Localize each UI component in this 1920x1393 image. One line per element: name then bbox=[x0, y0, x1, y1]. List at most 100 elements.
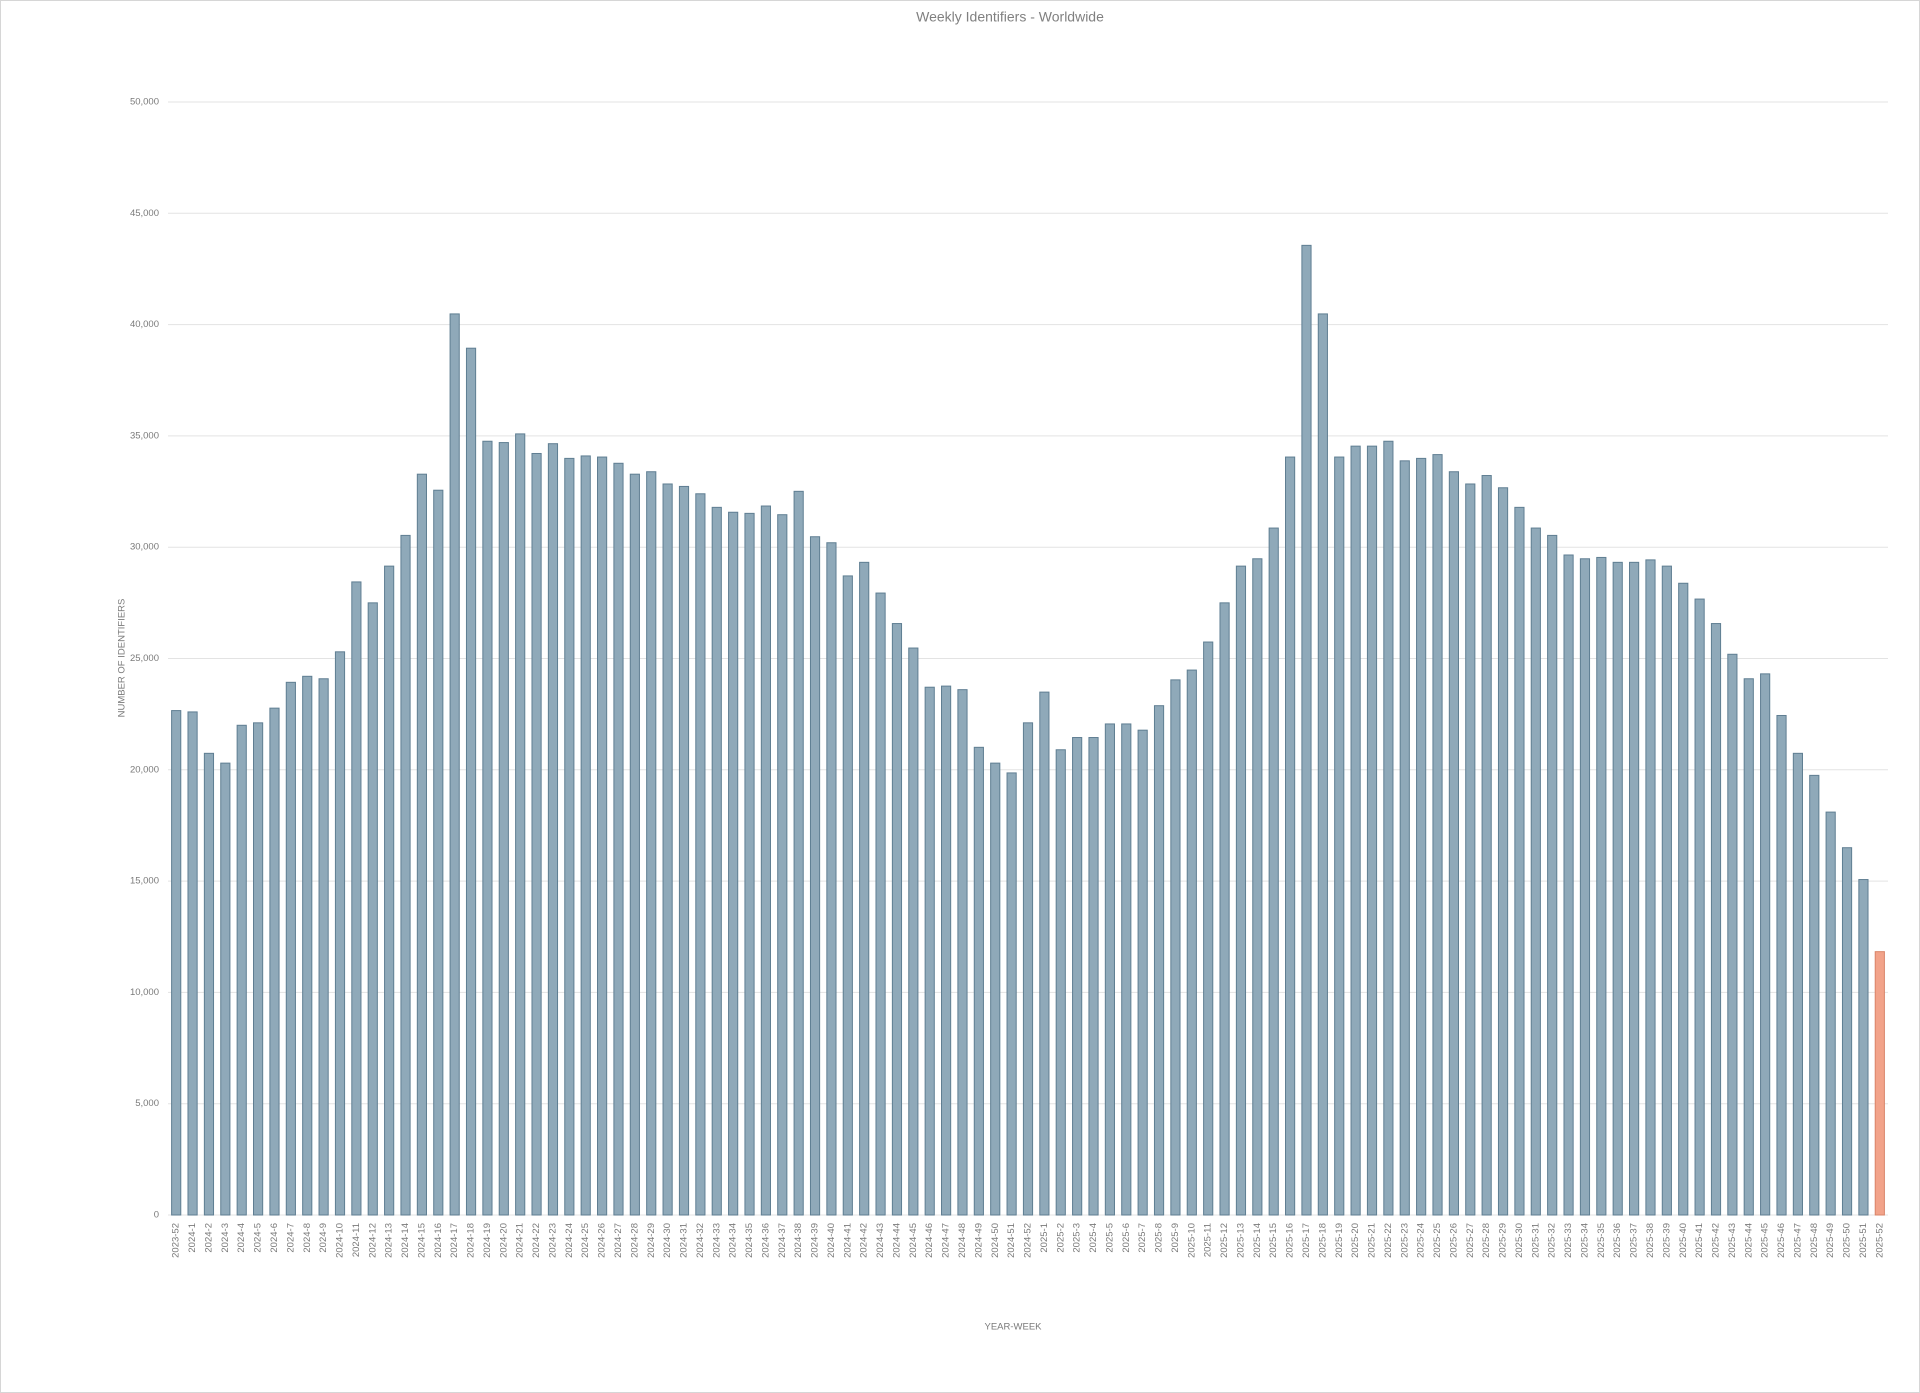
bar bbox=[1055, 749, 1066, 1216]
bar bbox=[400, 534, 411, 1216]
x-tick-label: 2025-25 bbox=[1432, 1223, 1443, 1258]
x-tick-label: 2024-13 bbox=[384, 1223, 395, 1258]
x-tick-label: 2025-48 bbox=[1809, 1223, 1820, 1258]
x-tick-label: 2025-17 bbox=[1301, 1223, 1312, 1258]
bar bbox=[1268, 527, 1279, 1216]
bar bbox=[957, 689, 968, 1216]
bar bbox=[1448, 471, 1459, 1216]
x-tick-label: 2025-30 bbox=[1514, 1223, 1525, 1258]
bar bbox=[1022, 722, 1034, 1216]
x-tick-label: 2025-15 bbox=[1268, 1223, 1279, 1258]
bar bbox=[580, 455, 591, 1216]
x-tick-label: 2024-36 bbox=[760, 1223, 771, 1258]
x-tick-label: 2023-52 bbox=[171, 1223, 182, 1258]
x-tick-label: 2024-28 bbox=[629, 1223, 640, 1258]
bar bbox=[793, 490, 804, 1216]
bar bbox=[433, 489, 444, 1216]
bar bbox=[908, 647, 919, 1216]
y-tick-label: 50,000 bbox=[130, 97, 159, 108]
bar bbox=[1235, 565, 1247, 1216]
y-tick-label: 5,000 bbox=[135, 1098, 159, 1109]
bar bbox=[1743, 678, 1754, 1216]
x-tick-label: 2025-34 bbox=[1579, 1223, 1590, 1258]
x-tick-label: 2025-2 bbox=[1055, 1223, 1066, 1253]
x-tick-label: 2025-14 bbox=[1252, 1223, 1263, 1258]
bar bbox=[1776, 714, 1787, 1216]
bar bbox=[465, 347, 477, 1216]
bar bbox=[826, 542, 837, 1216]
x-axis-label: YEAR-WEEK bbox=[984, 1322, 1042, 1333]
bar bbox=[1727, 653, 1738, 1216]
x-tick-label: 2025-13 bbox=[1235, 1223, 1246, 1258]
bar bbox=[253, 722, 264, 1216]
bar bbox=[1547, 534, 1558, 1216]
x-tick-label: 2024-38 bbox=[793, 1223, 804, 1258]
bar bbox=[1334, 456, 1345, 1216]
x-tick-label: 2025-24 bbox=[1416, 1223, 1427, 1258]
x-tick-label: 2025-46 bbox=[1776, 1223, 1787, 1258]
bar bbox=[302, 675, 313, 1216]
bar bbox=[1497, 487, 1509, 1216]
x-tick-label: 2024-8 bbox=[302, 1223, 313, 1253]
x-tick-label: 2024-25 bbox=[580, 1223, 591, 1258]
x-tick-label: 2025-36 bbox=[1612, 1223, 1623, 1258]
x-tick-label: 2025-43 bbox=[1727, 1223, 1738, 1258]
bar bbox=[449, 313, 460, 1216]
bar bbox=[1219, 602, 1230, 1216]
x-tick-label: 2025-35 bbox=[1596, 1223, 1607, 1258]
x-tick-label: 2025-47 bbox=[1792, 1223, 1803, 1258]
bar bbox=[1416, 457, 1427, 1216]
y-axis-label: NUMBER OF IDENTIFIERS bbox=[117, 599, 128, 718]
bar bbox=[384, 565, 395, 1216]
x-tick-label: 2024-20 bbox=[498, 1223, 509, 1258]
bar bbox=[1629, 561, 1640, 1216]
bar bbox=[728, 511, 739, 1216]
bar bbox=[351, 581, 362, 1216]
x-tick-label: 2025-26 bbox=[1448, 1223, 1459, 1258]
bar bbox=[1366, 445, 1378, 1216]
bar bbox=[1481, 475, 1492, 1216]
x-tick-label: 2024-41 bbox=[842, 1223, 853, 1258]
bar bbox=[1841, 847, 1853, 1216]
bar bbox=[1563, 554, 1574, 1216]
x-tick-label: 2024-47 bbox=[941, 1223, 952, 1258]
bar bbox=[1612, 561, 1623, 1216]
bar bbox=[613, 462, 624, 1216]
bar bbox=[990, 762, 1001, 1216]
x-tick-label: 2025-40 bbox=[1678, 1223, 1689, 1258]
x-tick-label: 2024-26 bbox=[597, 1223, 608, 1258]
bar bbox=[285, 681, 296, 1216]
bar bbox=[1710, 623, 1722, 1216]
x-tick-label: 2024-44 bbox=[891, 1223, 902, 1258]
y-tick-label: 35,000 bbox=[130, 430, 159, 441]
x-tick-label: 2024-32 bbox=[695, 1223, 706, 1258]
bar bbox=[1579, 558, 1591, 1216]
bar bbox=[1203, 641, 1214, 1216]
bar bbox=[220, 762, 231, 1216]
bar bbox=[924, 686, 935, 1216]
x-tick-label: 2024-7 bbox=[285, 1223, 296, 1253]
x-tick-label: 2024-48 bbox=[957, 1223, 968, 1258]
bar bbox=[1858, 879, 1869, 1216]
x-tick-label: 2025-44 bbox=[1743, 1223, 1754, 1258]
bar bbox=[269, 707, 280, 1216]
y-tick-label: 25,000 bbox=[130, 653, 159, 664]
x-tick-label: 2025-52 bbox=[1874, 1223, 1885, 1258]
x-tick-label: 2024-5 bbox=[253, 1223, 264, 1253]
bar bbox=[1399, 460, 1410, 1216]
bar bbox=[1285, 456, 1296, 1216]
x-tick-label: 2025-39 bbox=[1661, 1223, 1672, 1258]
bar bbox=[1350, 445, 1361, 1216]
bar bbox=[629, 473, 640, 1216]
bar bbox=[334, 651, 346, 1216]
x-tick-label: 2025-12 bbox=[1219, 1223, 1230, 1258]
y-tick-label: 10,000 bbox=[130, 987, 159, 998]
x-tick-label: 2025-23 bbox=[1399, 1223, 1410, 1258]
bar bbox=[1514, 506, 1525, 1216]
x-tick-label: 2024-35 bbox=[744, 1223, 755, 1258]
x-tick-label: 2025-41 bbox=[1694, 1223, 1705, 1258]
bar bbox=[187, 711, 198, 1216]
bar bbox=[1039, 691, 1050, 1216]
bar bbox=[515, 433, 526, 1216]
